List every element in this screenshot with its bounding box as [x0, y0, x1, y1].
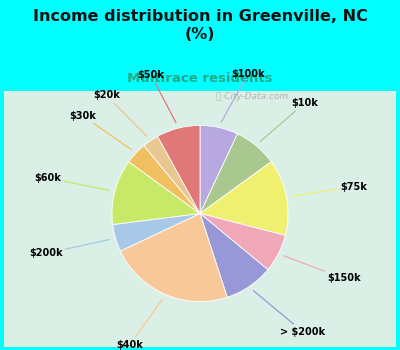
- Text: $20k: $20k: [93, 90, 147, 136]
- Wedge shape: [112, 162, 200, 225]
- Text: $50k: $50k: [138, 70, 176, 123]
- Wedge shape: [120, 214, 227, 302]
- Text: $200k: $200k: [29, 239, 110, 258]
- Text: Multirace residents: Multirace residents: [127, 72, 273, 85]
- Wedge shape: [200, 162, 288, 236]
- Text: $150k: $150k: [284, 256, 361, 284]
- Wedge shape: [200, 214, 285, 270]
- Wedge shape: [129, 146, 200, 214]
- Wedge shape: [200, 125, 238, 214]
- Text: $30k: $30k: [69, 111, 131, 149]
- Text: $100k: $100k: [221, 69, 265, 122]
- FancyBboxPatch shape: [4, 91, 396, 346]
- Text: $75k: $75k: [292, 182, 367, 196]
- Text: ⓘ City-Data.com: ⓘ City-Data.com: [216, 92, 288, 101]
- Wedge shape: [144, 136, 200, 214]
- Wedge shape: [158, 125, 200, 214]
- Text: Income distribution in Greenville, NC
(%): Income distribution in Greenville, NC (%…: [32, 9, 368, 42]
- Text: > $200k: > $200k: [253, 291, 326, 337]
- Text: $40k: $40k: [116, 300, 162, 350]
- Wedge shape: [113, 214, 200, 251]
- Text: $10k: $10k: [260, 98, 318, 141]
- Wedge shape: [200, 134, 271, 214]
- Wedge shape: [200, 214, 268, 297]
- Text: $60k: $60k: [35, 173, 109, 190]
